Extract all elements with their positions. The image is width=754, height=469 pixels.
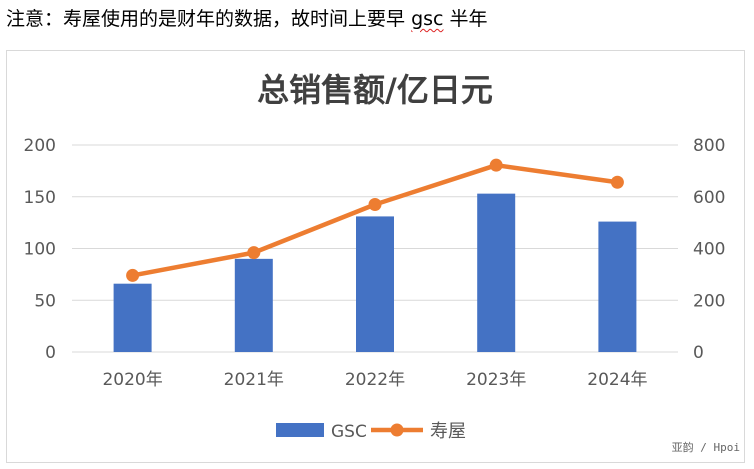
note-suffix: 半年: [449, 8, 488, 30]
y-right-tick-label: 0: [693, 343, 704, 363]
x-tick-label: 2024年: [587, 370, 647, 390]
bar-gsc: [356, 216, 394, 352]
legend-label-kotobukiya: 寿屋: [430, 421, 466, 442]
y-right-tick-label: 200: [693, 291, 725, 311]
watermark: 亚韵 / Hpoi: [671, 441, 740, 454]
point-kotobukiya: [489, 158, 503, 172]
legend-marker-kotobukiya: [390, 423, 404, 437]
point-kotobukiya: [368, 198, 382, 212]
chart-title: 总销售额/亿日元: [257, 71, 493, 109]
x-tick-label: 2023年: [466, 370, 526, 390]
y-left-tick-label: 150: [24, 188, 56, 208]
x-tick-label: 2022年: [345, 370, 405, 390]
legend-swatch-gsc: [276, 423, 324, 437]
point-kotobukiya: [126, 268, 140, 282]
bar-gsc: [234, 258, 273, 352]
legend-label-gsc: GSC: [331, 422, 367, 442]
point-kotobukiya: [247, 246, 261, 260]
y-right-tick-label: 800: [693, 136, 725, 156]
note-text: 注意：寿屋使用的是财年的数据，故时间上要早 gsc 半年: [6, 4, 488, 31]
y-right-tick-label: 400: [693, 240, 725, 260]
y-left-tick-label: 100: [24, 240, 56, 260]
y-left-tick-label: 50: [34, 291, 56, 311]
point-kotobukiya: [610, 175, 624, 189]
bar-gsc: [477, 193, 516, 352]
y-left-tick-label: 200: [24, 136, 56, 156]
note-gsc: gsc: [411, 8, 444, 30]
x-tick-label: 2020年: [102, 370, 162, 390]
note-prefix: 注意：寿屋使用的是财年的数据，故时间上要早: [6, 8, 406, 30]
y-right-tick-label: 600: [693, 188, 725, 208]
bar-gsc: [113, 283, 152, 352]
y-left-tick-label: 0: [45, 343, 56, 363]
x-tick-label: 2021年: [224, 370, 284, 390]
bar-gsc: [598, 221, 637, 352]
